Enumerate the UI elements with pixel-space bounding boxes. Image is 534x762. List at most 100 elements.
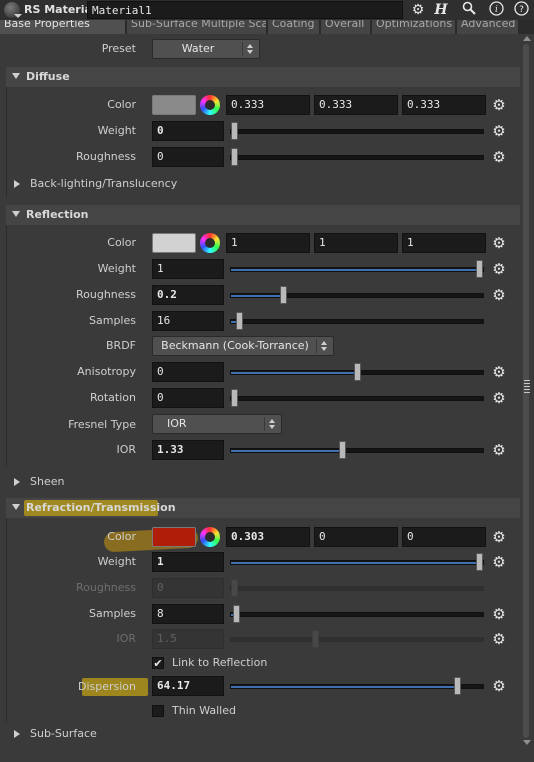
preset-dropdown[interactable]: Water: [152, 39, 260, 59]
gear-icon[interactable]: ⚙: [492, 122, 506, 140]
diffuse-color-r-field[interactable]: 0.333: [226, 95, 310, 115]
diffuse-weight-field[interactable]: 0: [152, 121, 224, 141]
diffuse-color-g-field[interactable]: 0.333: [314, 95, 398, 115]
reflection-samples-slider[interactable]: [230, 312, 484, 330]
refraction-color-g-field[interactable]: 0: [314, 527, 398, 547]
refraction-dispersion-field[interactable]: 64.17: [152, 676, 224, 696]
color-wheel-icon[interactable]: [200, 527, 220, 547]
refraction-color-swatch[interactable]: [152, 527, 196, 547]
gear-icon[interactable]: ⚙: [492, 286, 506, 304]
reflection-anisotropy-slider[interactable]: [230, 363, 484, 381]
reflection-roughness-field[interactable]: 0.2: [152, 285, 224, 305]
reflection-weight-slider[interactable]: [230, 260, 484, 278]
refraction-dispersion-slider[interactable]: [230, 677, 484, 695]
node-menu-caret-icon[interactable]: [14, 14, 22, 18]
reflection-color-g-field[interactable]: 1: [314, 233, 398, 253]
slider-fill: [231, 295, 283, 297]
reflection-anisotropy-field[interactable]: 0: [152, 362, 224, 382]
section-refraction[interactable]: Refraction/Transmission: [6, 498, 520, 518]
slider-handle[interactable]: [280, 286, 287, 304]
tab-optimizations[interactable]: Optimizations: [372, 20, 456, 34]
refraction-color-r-field[interactable]: 0.303: [226, 527, 310, 547]
reflection-roughness-slider[interactable]: [230, 286, 484, 304]
help-icon[interactable]: ?: [512, 1, 530, 19]
slider-handle[interactable]: [354, 363, 361, 381]
section-subsurface-title: Sub-Surface: [30, 727, 97, 740]
diffuse-color-b-field[interactable]: 0.333: [402, 95, 486, 115]
search-icon[interactable]: [460, 1, 478, 19]
refraction-color-b-field[interactable]: 0: [402, 527, 486, 547]
reflection-color-b-field[interactable]: 1: [402, 233, 486, 253]
gear-icon[interactable]: ⚙: [492, 148, 506, 166]
gear-icon[interactable]: ⚙: [492, 605, 506, 623]
slider-handle[interactable]: [231, 389, 238, 407]
info-icon[interactable]: i: [487, 1, 505, 19]
gear-icon[interactable]: ⚙: [492, 234, 506, 252]
reflection-samples-field[interactable]: 16: [152, 311, 224, 331]
color-wheel-icon[interactable]: [200, 233, 220, 253]
fresnel-type-dropdown[interactable]: IOR: [152, 414, 282, 434]
reflection-anisotropy-label: Anisotropy: [77, 365, 136, 378]
reflection-ior-slider[interactable]: [230, 441, 484, 459]
reflection-color-r-field[interactable]: 1: [226, 233, 310, 253]
refraction-weight-slider[interactable]: [230, 553, 484, 571]
diffuse-color-swatch[interactable]: [152, 95, 196, 115]
slider-handle[interactable]: [454, 677, 461, 695]
slider-handle[interactable]: [476, 260, 483, 278]
node-type-label: RS Material: [24, 3, 96, 16]
diffuse-roughness-slider[interactable]: [230, 148, 484, 166]
scroll-grip-icon: [524, 380, 530, 394]
gear-icon[interactable]: ⚙: [492, 260, 506, 278]
gear-icon[interactable]: ⚙: [492, 441, 506, 459]
subsection-backlighting[interactable]: Back-lighting/Translucency: [6, 174, 520, 194]
slider-handle[interactable]: [231, 148, 238, 166]
gear-icon[interactable]: ⚙: [492, 96, 506, 114]
scroll-up-icon[interactable]: [523, 36, 531, 41]
reflection-ior-field[interactable]: 1.33: [152, 440, 224, 460]
section-reflection[interactable]: Reflection: [6, 205, 520, 225]
tab-coating[interactable]: Coating: [268, 20, 320, 34]
refraction-weight-field[interactable]: 1: [152, 552, 224, 572]
gear-icon[interactable]: ⚙: [492, 630, 506, 648]
reflection-rotation-slider[interactable]: [230, 389, 484, 407]
tab-base-properties[interactable]: Base Properties: [0, 20, 126, 34]
expand-triangle-icon: [12, 211, 20, 217]
reflection-rotation-field[interactable]: 0: [152, 388, 224, 408]
gear-icon[interactable]: ⚙: [411, 2, 425, 18]
color-wheel-icon[interactable]: [200, 95, 220, 115]
slider-handle[interactable]: [339, 441, 346, 459]
gear-icon[interactable]: ⚙: [492, 389, 506, 407]
tab-subsurface-multiple-scatter[interactable]: Sub-Surface Multiple Scatter...: [127, 20, 267, 34]
svg-text:i: i: [495, 5, 498, 15]
slider-handle[interactable]: [233, 605, 240, 623]
gear-icon[interactable]: ⚙: [492, 363, 506, 381]
reflection-weight-field[interactable]: 1: [152, 259, 224, 279]
slider-fill: [231, 321, 239, 323]
section-diffuse[interactable]: Diffuse: [6, 67, 520, 87]
gear-icon[interactable]: ⚙: [492, 677, 506, 695]
link-to-reflection-checkbox[interactable]: ✔: [152, 657, 164, 670]
reflection-color-swatch[interactable]: [152, 233, 196, 253]
brdf-dropdown[interactable]: Beckmann (Cook-Torrance): [152, 336, 334, 356]
diffuse-weight-slider[interactable]: [230, 122, 484, 140]
refraction-roughness-label: Roughness: [75, 581, 136, 594]
houdini-help-icon[interactable]: H: [434, 2, 448, 18]
gear-icon[interactable]: ⚙: [492, 528, 506, 546]
section-sheen[interactable]: Sheen: [6, 472, 520, 492]
diffuse-roughness-field[interactable]: 0: [152, 147, 224, 167]
thin-walled-checkbox[interactable]: [152, 705, 164, 717]
refraction-samples-field[interactable]: 8: [152, 604, 224, 624]
slider-handle[interactable]: [231, 122, 238, 140]
slider-fill: [231, 562, 479, 564]
dropdown-down-icon: [321, 347, 327, 351]
refraction-samples-slider[interactable]: [230, 605, 484, 623]
scroll-down-icon[interactable]: [523, 740, 531, 745]
section-subsurface[interactable]: Sub-Surface: [6, 724, 520, 744]
vertical-scrollbar[interactable]: [520, 34, 534, 762]
node-name-field[interactable]: Material1: [87, 1, 403, 19]
tab-overall[interactable]: Overall: [321, 20, 371, 34]
slider-handle[interactable]: [236, 312, 243, 330]
gear-icon[interactable]: ⚙: [492, 553, 506, 571]
tab-advanced[interactable]: Advanced: [457, 20, 519, 34]
slider-handle[interactable]: [476, 553, 483, 571]
